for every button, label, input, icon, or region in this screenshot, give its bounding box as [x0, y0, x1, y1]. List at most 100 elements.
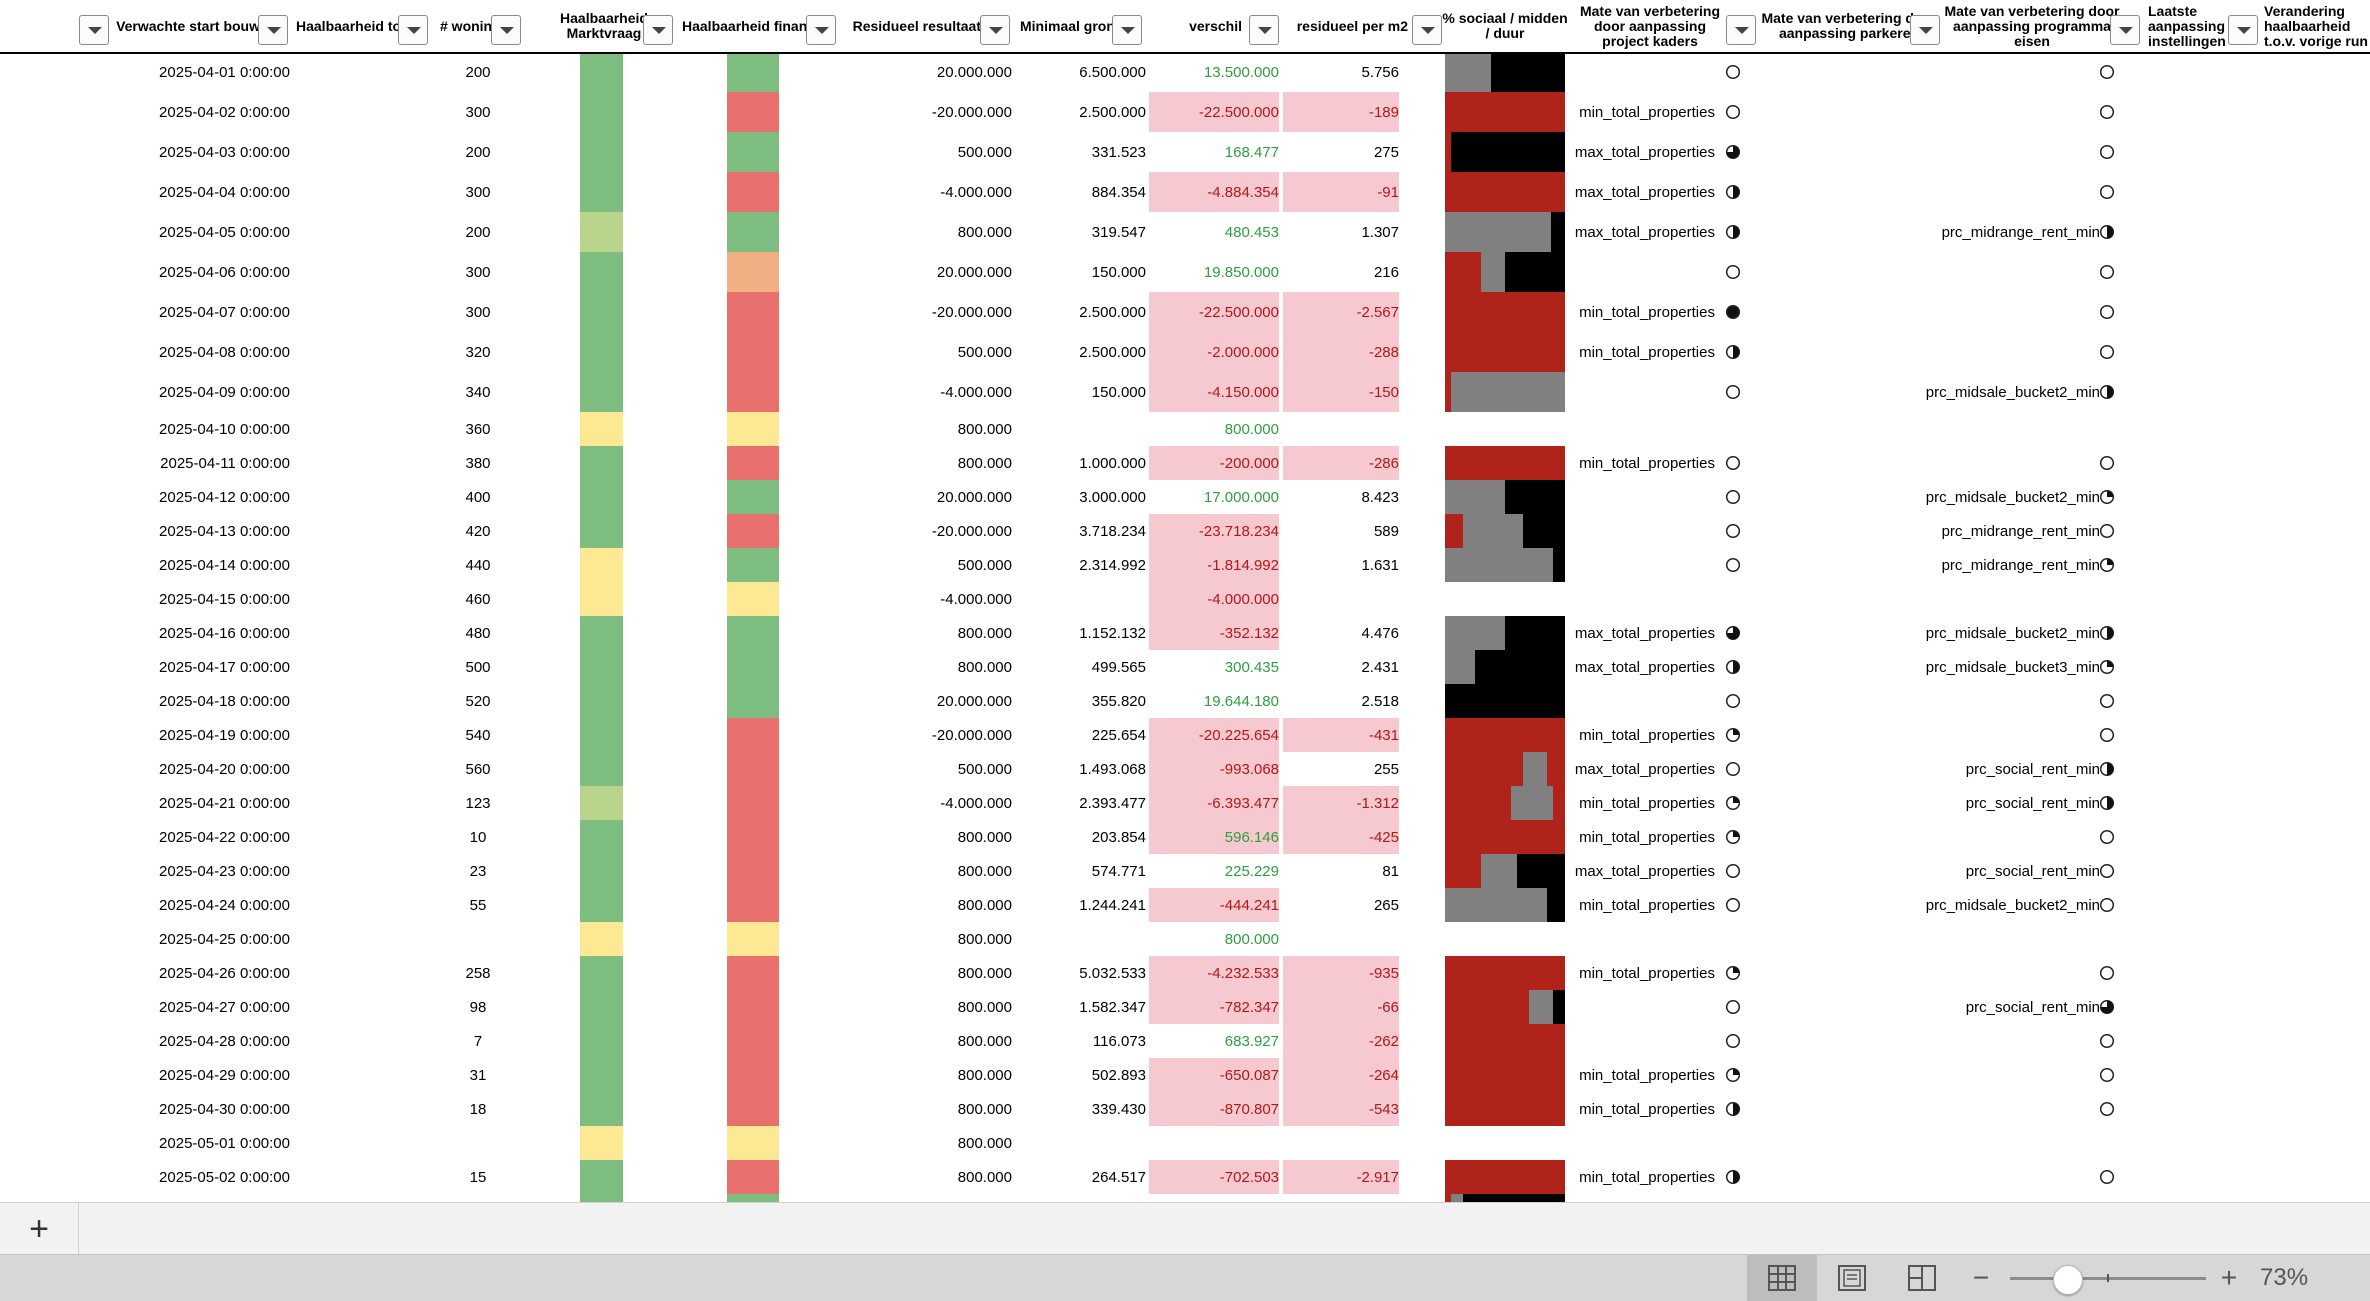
cell-minimaal-grondbedrag[interactable]: 884.354	[1091, 183, 1146, 201]
cell-verbetering-project-kaders[interactable]: min_total_properties	[1579, 896, 1715, 914]
cell-sociaal-midden-duur[interactable]	[1445, 332, 1565, 372]
cell-start-bouw[interactable]: 2025-04-24 0:00:00	[159, 896, 290, 914]
filter-dropdown-haalbaarheid-marktvraag[interactable]	[491, 15, 521, 45]
cell-start-bouw[interactable]: 2025-04-29 0:00:00	[159, 1066, 290, 1084]
cell-haalbaarheid-financieel[interactable]	[727, 1024, 779, 1058]
cell-residueel-per-m2[interactable]	[1283, 1194, 1399, 1202]
cell-verschil[interactable]: -200.000	[1149, 446, 1279, 480]
cell-sociaal-midden-duur[interactable]	[1445, 582, 1565, 616]
cell-haalbaarheid-financieel[interactable]	[727, 752, 779, 786]
cell-residueel-per-m2[interactable]	[1283, 412, 1399, 446]
cell-haalbaarheid-marktvraag[interactable]	[580, 480, 623, 514]
cell-woningen[interactable]: 55	[469, 896, 487, 914]
cell-residueel-per-m2[interactable]: -425	[1283, 820, 1399, 854]
cell-minimaal-grondbedrag[interactable]: 502.893	[1091, 1066, 1146, 1084]
cell-haalbaarheid-financieel[interactable]	[727, 92, 779, 132]
cell-verschil[interactable]: 19.644.180	[1203, 692, 1279, 710]
cell-sociaal-midden-duur[interactable]	[1445, 212, 1565, 252]
cell-woningen[interactable]: 15	[469, 1168, 487, 1186]
cell-sociaal-midden-duur[interactable]	[1445, 1024, 1565, 1058]
cell-woningen[interactable]: 560	[465, 760, 491, 778]
cell-haalbaarheid-marktvraag[interactable]	[580, 582, 623, 616]
filter-dropdown-haalbaarheid-totaal[interactable]	[258, 15, 288, 45]
cell-residueel-resultaat[interactable]: 20.000.000	[936, 63, 1012, 81]
cell-verbetering-project-kaders[interactable]: min_total_properties	[1579, 828, 1715, 846]
cell-haalbaarheid-marktvraag[interactable]	[580, 446, 623, 480]
cell-woningen[interactable]	[440, 1126, 516, 1160]
cell-sociaal-midden-duur[interactable]	[1445, 372, 1565, 412]
cell-residueel-resultaat[interactable]: 800.000	[957, 1032, 1012, 1050]
cell-verbetering-project-kaders[interactable]: min_total_properties	[1579, 454, 1715, 472]
cell-sociaal-midden-duur[interactable]	[1445, 292, 1565, 332]
cell-verschil[interactable]: 800.000	[1224, 930, 1279, 948]
cell-sociaal-midden-duur[interactable]	[1445, 480, 1565, 514]
cell-verbetering-project-kaders[interactable]	[1575, 52, 1715, 92]
cell-verbetering-project-kaders[interactable]: max_total_properties	[1575, 862, 1715, 880]
cell-haalbaarheid-marktvraag[interactable]	[580, 1092, 623, 1126]
cell-haalbaarheid-marktvraag[interactable]	[580, 752, 623, 786]
cell-sociaal-midden-duur[interactable]	[1445, 616, 1565, 650]
cell-haalbaarheid-marktvraag[interactable]	[580, 252, 623, 292]
cell-verbetering-programma-eisen[interactable]: prc_social_rent_min	[1965, 794, 2100, 812]
cell-verbetering-programma-eisen[interactable]	[1920, 252, 2100, 292]
cell-haalbaarheid-marktvraag[interactable]	[580, 888, 623, 922]
cell-residueel-resultaat[interactable]: 800.000	[957, 223, 1012, 241]
cell-residueel-per-m2[interactable]: -935	[1283, 956, 1399, 990]
cell-woningen[interactable]: 500	[465, 658, 491, 676]
cell-minimaal-grondbedrag[interactable]	[1020, 922, 1146, 956]
filter-dropdown-verbetering-programma-eisen[interactable]	[2110, 15, 2140, 45]
cell-haalbaarheid-marktvraag[interactable]	[580, 786, 623, 820]
cell-woningen[interactable]: 123	[465, 794, 491, 812]
cell-haalbaarheid-marktvraag[interactable]	[580, 412, 623, 446]
cell-minimaal-grondbedrag[interactable]: 574.771	[1091, 862, 1146, 880]
cell-verschil[interactable]: -782.347	[1149, 990, 1279, 1024]
cell-residueel-resultaat[interactable]: 800.000	[957, 930, 1012, 948]
zoom-in-button[interactable]: +	[2220, 1262, 2238, 1293]
cell-residueel-resultaat[interactable]: 800.000	[957, 454, 1012, 472]
cell-minimaal-grondbedrag[interactable]: 331.523	[1091, 143, 1146, 161]
cell-verbetering-programma-eisen[interactable]	[1920, 92, 2100, 132]
cell-haalbaarheid-marktvraag[interactable]	[580, 212, 623, 252]
cell-haalbaarheid-marktvraag[interactable]	[580, 514, 623, 548]
cell-haalbaarheid-financieel[interactable]	[727, 650, 779, 684]
cell-haalbaarheid-marktvraag[interactable]	[580, 990, 623, 1024]
cell-verbetering-programma-eisen[interactable]	[1920, 132, 2100, 172]
filter-dropdown-residueel-per-m2[interactable]	[1249, 15, 1279, 45]
cell-woningen[interactable]: 31	[469, 1066, 487, 1084]
page-break-view-button[interactable]	[1887, 1255, 1957, 1301]
cell-verbetering-project-kaders[interactable]	[1575, 372, 1715, 412]
cell-haalbaarheid-marktvraag[interactable]	[580, 92, 623, 132]
cell-verschil[interactable]: -444.241	[1149, 888, 1279, 922]
cell-minimaal-grondbedrag[interactable]: 5.032.533	[1079, 964, 1146, 982]
cell-verbetering-programma-eisen[interactable]	[1920, 1024, 2100, 1058]
cell-woningen[interactable]: 10	[469, 828, 487, 846]
cell-verbetering-project-kaders[interactable]: min_total_properties	[1579, 1100, 1715, 1118]
cell-haalbaarheid-financieel[interactable]	[727, 132, 779, 172]
cell-verbetering-programma-eisen[interactable]	[1920, 684, 2100, 718]
cell-haalbaarheid-financieel[interactable]	[727, 854, 779, 888]
cell-start-bouw[interactable]: 2025-04-19 0:00:00	[159, 726, 290, 744]
cell-verbetering-programma-eisen[interactable]	[1920, 1194, 2100, 1202]
cell-verschil[interactable]: 800.000	[1224, 420, 1279, 438]
cell-haalbaarheid-marktvraag[interactable]	[580, 548, 623, 582]
cell-verbetering-project-kaders[interactable]: min_total_properties	[1579, 343, 1715, 361]
cell-verbetering-programma-eisen[interactable]: prc_midsale_bucket2_min	[1925, 383, 2100, 401]
cell-haalbaarheid-financieel[interactable]	[727, 52, 779, 92]
cell-start-bouw[interactable]: 2025-04-07 0:00:00	[159, 303, 290, 321]
cell-sociaal-midden-duur[interactable]	[1445, 752, 1565, 786]
cell-verschil[interactable]: -6.393.477	[1149, 786, 1279, 820]
cell-verschil[interactable]: -702.503	[1149, 1160, 1279, 1194]
cell-haalbaarheid-financieel[interactable]	[727, 548, 779, 582]
cell-verbetering-project-kaders[interactable]	[1575, 514, 1715, 548]
cell-verschil[interactable]: -1.814.992	[1149, 548, 1279, 582]
cell-residueel-resultaat[interactable]	[870, 1194, 1012, 1202]
cell-haalbaarheid-financieel[interactable]	[727, 922, 779, 956]
cell-residueel-per-m2[interactable]: 216	[1373, 263, 1399, 281]
cell-residueel-resultaat[interactable]: 800.000	[957, 896, 1012, 914]
cell-residueel-resultaat[interactable]: 500.000	[957, 760, 1012, 778]
cell-verschil[interactable]: -993.068	[1149, 752, 1279, 786]
cell-sociaal-midden-duur[interactable]	[1445, 1058, 1565, 1092]
cell-minimaal-grondbedrag[interactable]: 319.547	[1091, 223, 1146, 241]
cell-haalbaarheid-marktvraag[interactable]	[580, 52, 623, 92]
cell-verbetering-programma-eisen[interactable]: prc_midsale_bucket2_min	[1925, 624, 2100, 642]
